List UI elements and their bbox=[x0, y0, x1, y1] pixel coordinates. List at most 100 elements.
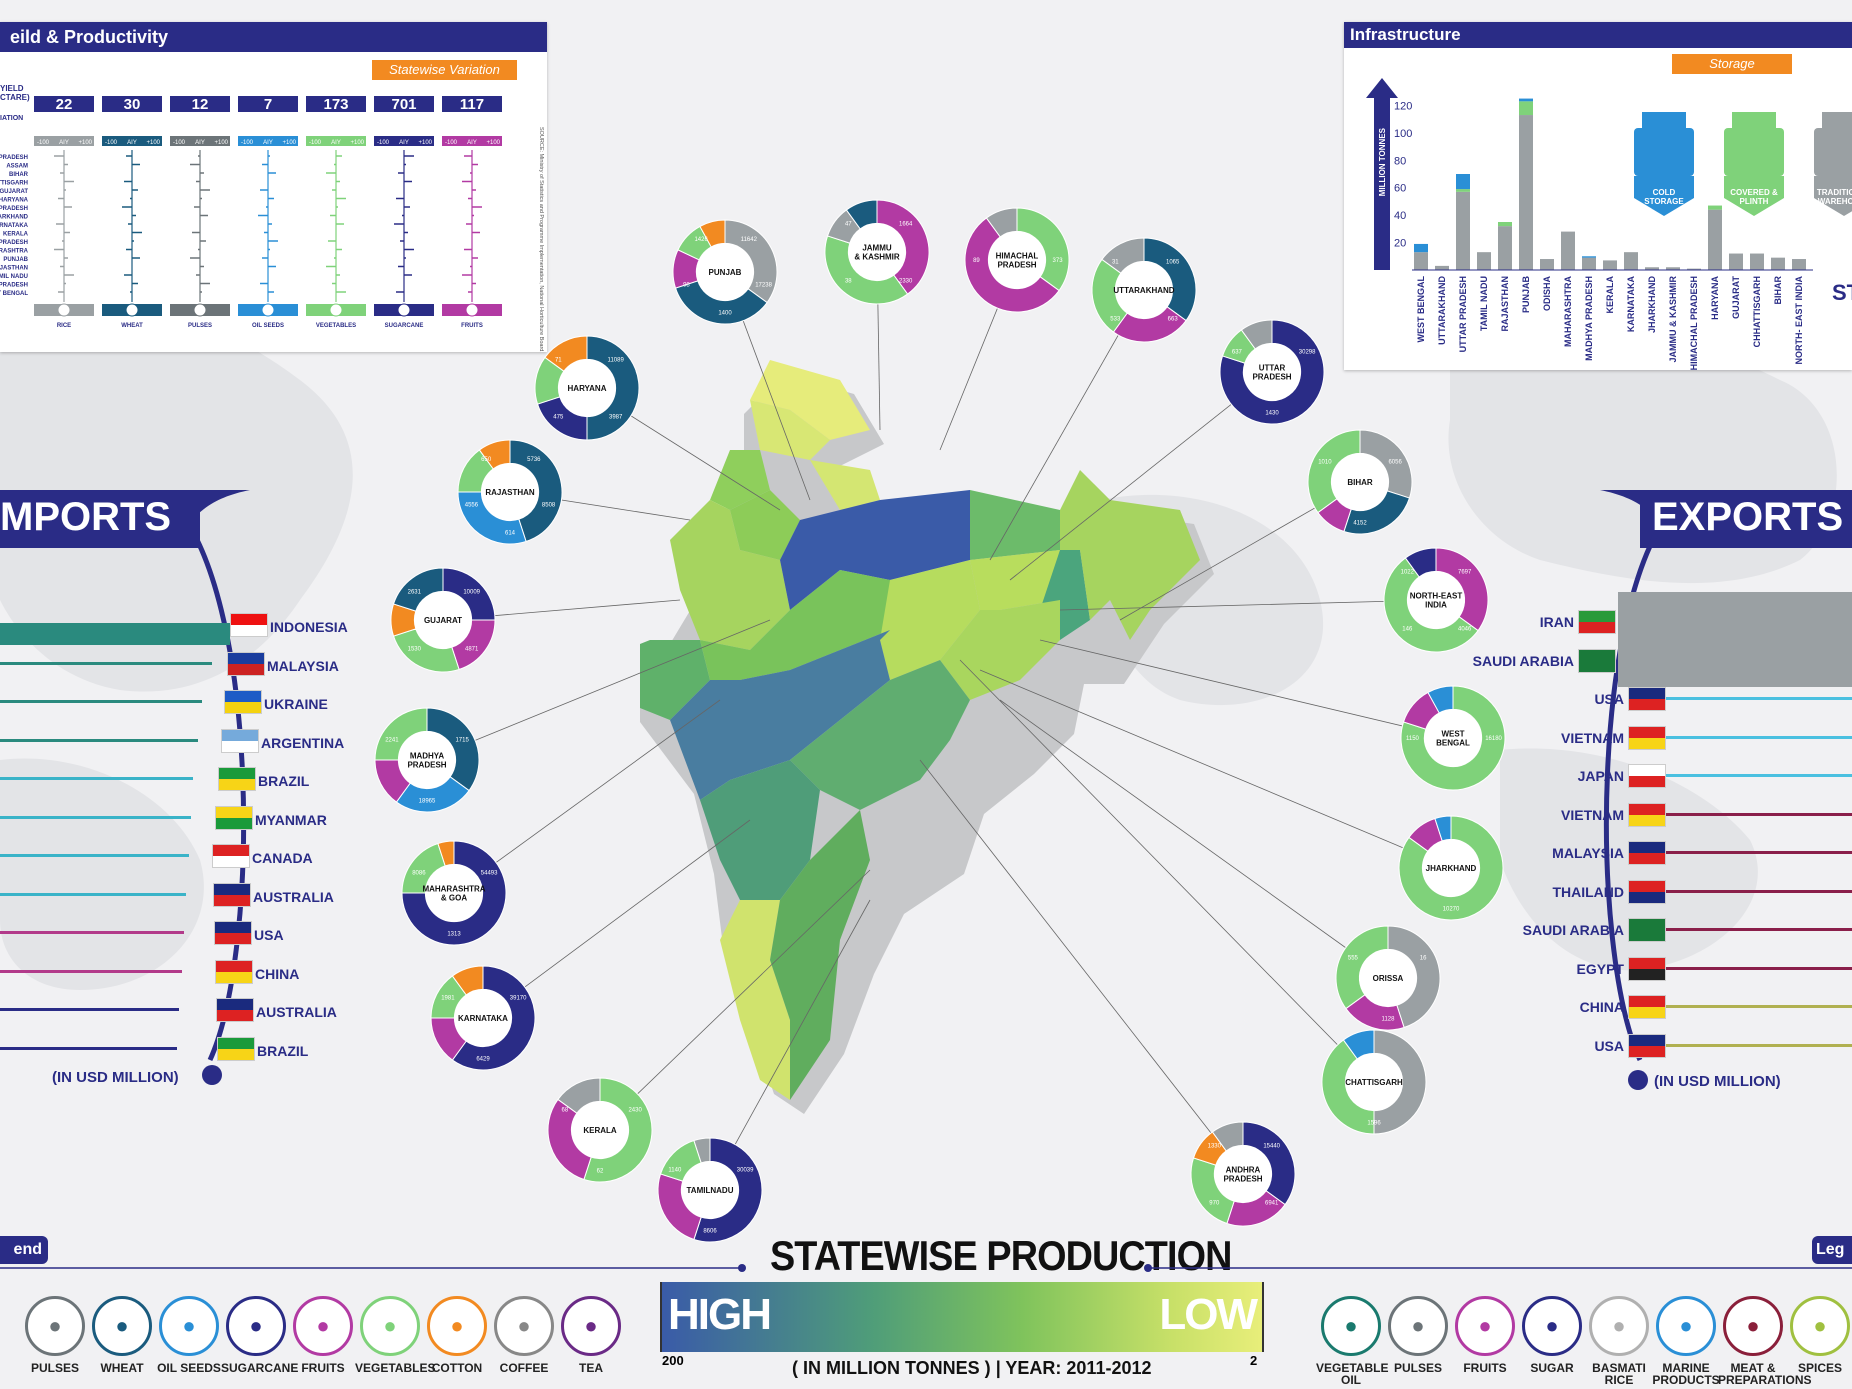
scale-min: -100 bbox=[105, 140, 118, 146]
x-tick: JAMMU & KASHMIR bbox=[1668, 276, 1678, 363]
donut-label: & KASHMIR bbox=[854, 253, 900, 262]
axis-arrow bbox=[1366, 78, 1398, 270]
donut-value: 11642 bbox=[741, 237, 758, 243]
y-tick: 20 bbox=[1394, 238, 1406, 250]
legend-item: ● FRUITS bbox=[288, 1296, 358, 1374]
yield-label: YIELD CTARE) bbox=[0, 84, 30, 102]
x-tick: NORTH- EAST INDIA bbox=[1794, 276, 1804, 365]
donut-label: HARYANA bbox=[568, 384, 607, 393]
donut-value: 16180 bbox=[1485, 736, 1502, 742]
donut-value: 4152 bbox=[1353, 521, 1367, 527]
scale-bar bbox=[238, 136, 298, 146]
donut-value: 10270 bbox=[1443, 907, 1460, 913]
infrastructure-bar-chart: MILLION TONNES 20 40 60 80 100 120 WEST BENGAL U… bbox=[1366, 78, 1852, 370]
x-tick: KARNATAKA bbox=[1626, 276, 1636, 333]
export-country: USA bbox=[1594, 691, 1624, 707]
vegetables-icon: ● bbox=[360, 1296, 420, 1356]
x-tick: HIMACHAL PRADESH bbox=[1689, 276, 1699, 370]
side-letters: ST bbox=[1832, 280, 1852, 305]
production-year-text: | YEAR: 2011-2012 bbox=[995, 1358, 1152, 1378]
legend-label: MARINE PRODUCTS bbox=[1652, 1361, 1720, 1387]
donut-value: 6429 bbox=[476, 1057, 490, 1063]
x-tick: WEST BENGAL bbox=[1416, 275, 1426, 342]
donut-value: 2241 bbox=[385, 738, 399, 744]
donut-hole bbox=[1331, 453, 1389, 511]
state-label: PRADESH bbox=[0, 283, 28, 289]
donut-value: 555 bbox=[1348, 956, 1359, 962]
donut-value: 1981 bbox=[441, 996, 455, 1002]
scale-mid: AIY bbox=[467, 140, 477, 146]
flag-icon bbox=[224, 690, 262, 714]
donut-value: 1313 bbox=[447, 932, 461, 938]
infra-bar bbox=[1750, 253, 1764, 270]
crop-icon bbox=[125, 303, 139, 317]
scale-min: -100 bbox=[309, 140, 322, 146]
flag-icon bbox=[221, 728, 259, 753]
state-label: JHARKHAND bbox=[0, 215, 29, 221]
infra-bar bbox=[1414, 252, 1428, 270]
crop-label: OIL SEEDS bbox=[252, 323, 284, 329]
infrastructure-panel: Infrastructure Storage ST MILLION TONNES… bbox=[1344, 22, 1852, 370]
crop-icon bbox=[261, 303, 275, 317]
scale-mid: AIY bbox=[127, 140, 137, 146]
donut-value: 637 bbox=[1232, 350, 1243, 356]
flag-icon bbox=[1578, 610, 1616, 634]
donut-label: GUJARAT bbox=[424, 616, 462, 625]
import-bar bbox=[0, 1046, 178, 1050]
infra-bar bbox=[1666, 267, 1680, 270]
donut-value: 89 bbox=[973, 258, 980, 264]
donut-value: 663 bbox=[1168, 317, 1179, 323]
export-bar bbox=[1630, 889, 1852, 893]
infra-bar bbox=[1435, 265, 1449, 270]
storage-icon-label: TRADITIONAL bbox=[1817, 188, 1852, 197]
vegetable-oil-icon: ● bbox=[1321, 1296, 1381, 1356]
infra-bar bbox=[1708, 209, 1722, 270]
x-tick: RAJASTHAN bbox=[1500, 276, 1510, 332]
legend-item: ● SUGAR bbox=[1517, 1296, 1587, 1374]
y-tick: 80 bbox=[1394, 155, 1406, 167]
storage-icon-roof bbox=[1822, 112, 1852, 132]
yield-value: 117 bbox=[460, 96, 484, 113]
legend-label: PULSES bbox=[1393, 1361, 1442, 1375]
donut-label: UTTARAKHAND bbox=[1113, 286, 1174, 295]
import-bar bbox=[0, 777, 194, 780]
flag-icon bbox=[1628, 1033, 1666, 1058]
exports-header bbox=[1640, 490, 1852, 548]
donut-value: 6056 bbox=[1388, 460, 1402, 466]
export-country: CHINA bbox=[1579, 999, 1624, 1015]
region-bihar bbox=[970, 490, 1060, 560]
donut-hole bbox=[398, 731, 456, 789]
donut-hole bbox=[571, 1101, 629, 1159]
exports-title: EXPORTS bbox=[1652, 495, 1844, 539]
donut-hole bbox=[1359, 949, 1417, 1007]
cotton-icon: ● bbox=[427, 1296, 487, 1356]
flag-icon bbox=[213, 882, 251, 907]
legend-item: ● WHEAT bbox=[87, 1296, 157, 1374]
import-bar bbox=[0, 700, 203, 703]
flag-icon bbox=[215, 805, 253, 830]
donut-label: PRADESH bbox=[407, 761, 446, 770]
crop-label: VEGETABLES bbox=[316, 323, 356, 329]
crop-icon bbox=[465, 303, 479, 317]
legend-item: ● PULSES bbox=[20, 1296, 90, 1374]
flag-icon bbox=[216, 998, 254, 1022]
import-country: AUSTRALIA bbox=[256, 1004, 337, 1020]
legend-label: SUGAR bbox=[1530, 1361, 1574, 1375]
donut-hole bbox=[1407, 571, 1465, 629]
scale-bar bbox=[102, 136, 162, 146]
export-country: MALAYSIA bbox=[1552, 845, 1624, 861]
donut-value: 8606 bbox=[703, 1229, 717, 1235]
donut-value: 1430 bbox=[1265, 411, 1279, 417]
storage-icon-label: STORAGE bbox=[1644, 197, 1684, 206]
infra-bar bbox=[1498, 222, 1512, 227]
crop-label: RICE bbox=[57, 323, 71, 329]
donut-value: 11089 bbox=[608, 357, 625, 363]
legend-item: ● COTTON bbox=[422, 1296, 492, 1374]
donut-rajasthan: RAJASTHAN 5736 8508 614 4556 650 bbox=[457, 439, 563, 545]
donut-label: MAHARASHTRA bbox=[422, 885, 485, 894]
donut-label: BIHAR bbox=[1347, 478, 1373, 487]
spices-icon: ● bbox=[1790, 1296, 1850, 1356]
pulses-icon: ● bbox=[1388, 1296, 1448, 1356]
